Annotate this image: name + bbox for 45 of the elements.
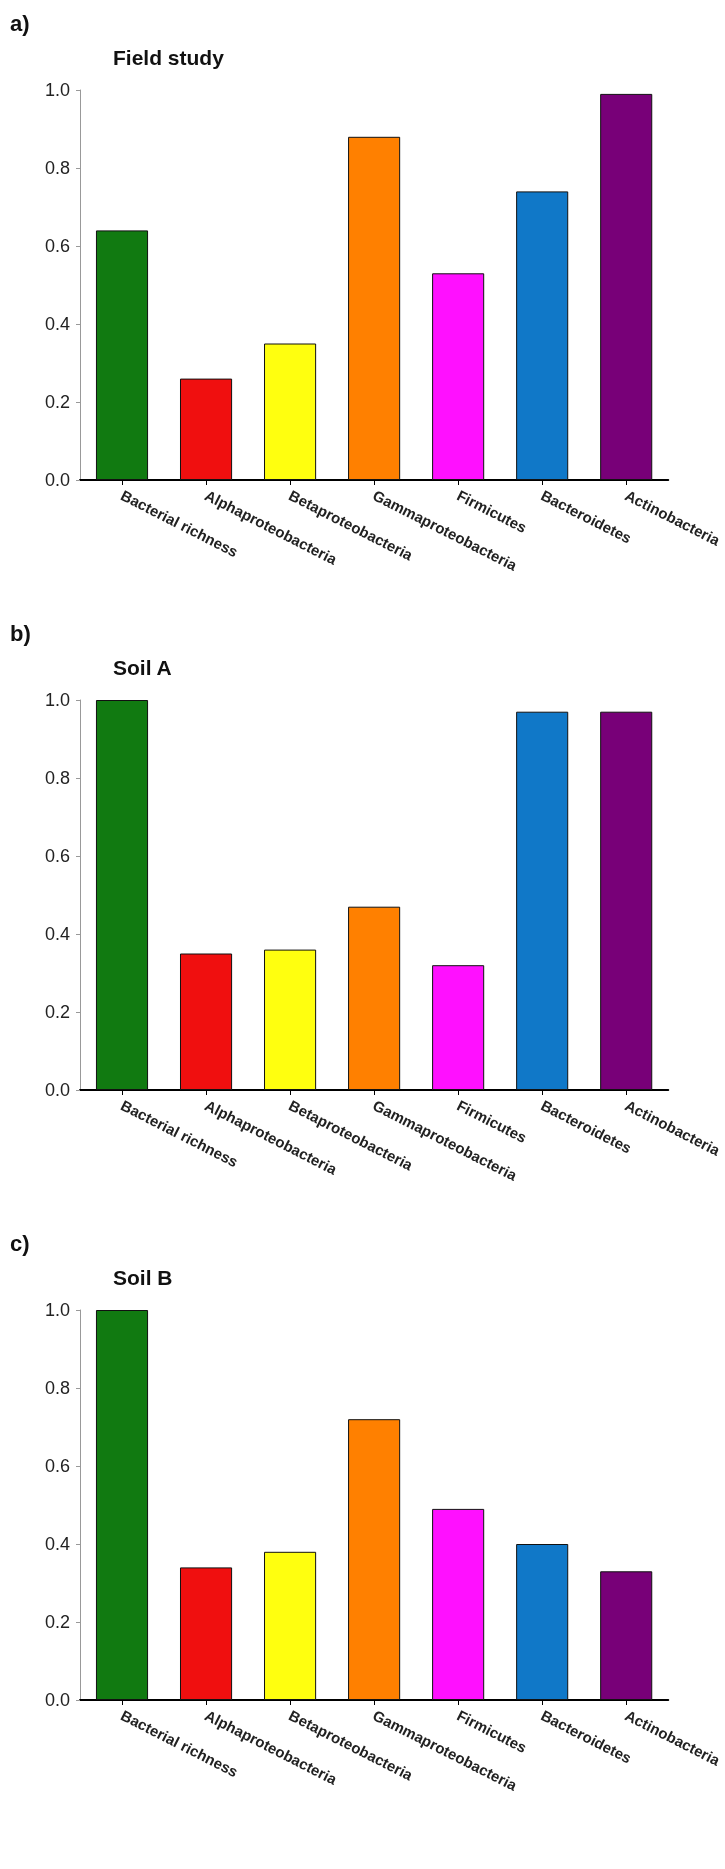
bar	[432, 1508, 485, 1700]
chart-title: Soil A	[113, 656, 172, 679]
bar	[264, 1551, 317, 1700]
text: a)	[10, 10, 30, 36]
bar	[516, 191, 569, 480]
chart-title: Soil B	[113, 1266, 173, 1289]
bar	[516, 1544, 569, 1700]
bar	[348, 136, 401, 480]
bar	[348, 1419, 401, 1700]
y-tick-label: 1.0	[44, 690, 70, 710]
text: c)	[10, 1230, 30, 1256]
bar	[600, 1571, 653, 1700]
y-tick-label: 0.4	[44, 1534, 70, 1554]
bar	[180, 378, 233, 480]
y-tick-label: 0.6	[44, 1456, 70, 1476]
bar	[348, 906, 401, 1090]
bar	[600, 711, 653, 1090]
bar	[516, 711, 569, 1090]
text: b)	[10, 620, 31, 646]
bar	[95, 1310, 149, 1700]
y-tick-label: 0.8	[44, 768, 70, 788]
y-tick-label: 0.8	[44, 158, 70, 178]
y-tick-label: 1.0	[44, 1300, 70, 1320]
bar	[432, 273, 485, 480]
y-tick-label: 0.6	[44, 236, 70, 256]
y-tick-label: 0.0	[44, 470, 70, 490]
bar	[264, 343, 317, 480]
bar	[180, 1567, 233, 1700]
y-tick-label: 0.6	[44, 846, 70, 866]
y-tick-label: 0.2	[44, 1002, 70, 1022]
bar	[264, 949, 317, 1090]
y-tick-label: 0.0	[44, 1690, 70, 1710]
y-tick-label: 0.2	[44, 1612, 70, 1632]
y-tick-label: 0.0	[44, 1080, 70, 1100]
chart-title: Field study	[113, 46, 225, 69]
y-tick-label: 0.8	[44, 1378, 70, 1398]
bar	[95, 230, 149, 480]
bar	[600, 93, 653, 480]
bar	[95, 700, 149, 1090]
y-tick-label: 0.2	[44, 392, 70, 412]
y-tick-label: 1.0	[44, 80, 70, 100]
y-tick-label: 0.4	[44, 924, 70, 944]
bar	[180, 953, 233, 1090]
y-tick-label: 0.4	[44, 314, 70, 334]
bar	[432, 965, 485, 1090]
